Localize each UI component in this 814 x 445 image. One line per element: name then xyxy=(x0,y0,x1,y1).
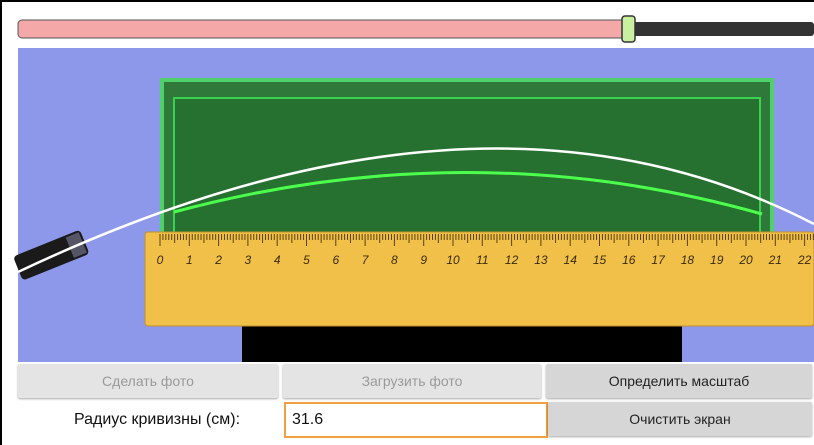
slider-thumb[interactable] xyxy=(622,16,635,42)
ruler-label: 18 xyxy=(681,253,695,267)
load-photo-button[interactable]: Загрузить фото xyxy=(283,364,541,398)
ruler-label: 4 xyxy=(274,253,281,267)
app: 012345678910111213141516171819202122 Сде… xyxy=(0,0,814,445)
ruler-label: 15 xyxy=(593,253,607,267)
slider-track xyxy=(628,22,814,36)
slider-track-filled xyxy=(18,20,628,38)
ruler-label: 1 xyxy=(186,253,193,267)
ruler-label: 6 xyxy=(332,253,339,267)
ruler-label: 19 xyxy=(710,253,724,267)
ruler-label: 20 xyxy=(738,253,753,267)
ruler-label: 5 xyxy=(303,253,310,267)
ruler-label: 22 xyxy=(797,253,812,267)
ruler-label: 9 xyxy=(420,253,427,267)
ruler-label: 16 xyxy=(622,253,636,267)
ruler xyxy=(145,232,814,326)
stand xyxy=(242,322,682,362)
ruler-label: 2 xyxy=(214,253,222,267)
ruler-label: 10 xyxy=(446,253,460,267)
ruler-label: 13 xyxy=(534,253,548,267)
ruler-label: 21 xyxy=(768,253,782,267)
ruler-label: 3 xyxy=(245,253,252,267)
clear-screen-button[interactable]: Очистить экран xyxy=(548,402,812,436)
set-scale-button[interactable]: Определить масштаб xyxy=(546,364,812,398)
ruler-label: 12 xyxy=(505,253,519,267)
ruler-label: 11 xyxy=(476,253,488,267)
ruler-label: 14 xyxy=(564,253,578,267)
ruler-label: 8 xyxy=(391,253,398,267)
radius-input[interactable]: 31.6 xyxy=(284,402,548,438)
radius-label: Радиус кривизны (см): xyxy=(42,404,272,436)
ruler-label: 17 xyxy=(651,253,666,267)
aquarium-water xyxy=(174,98,760,233)
ruler-label: 0 xyxy=(157,253,164,267)
take-photo-button[interactable]: Сделать фото xyxy=(18,364,278,398)
